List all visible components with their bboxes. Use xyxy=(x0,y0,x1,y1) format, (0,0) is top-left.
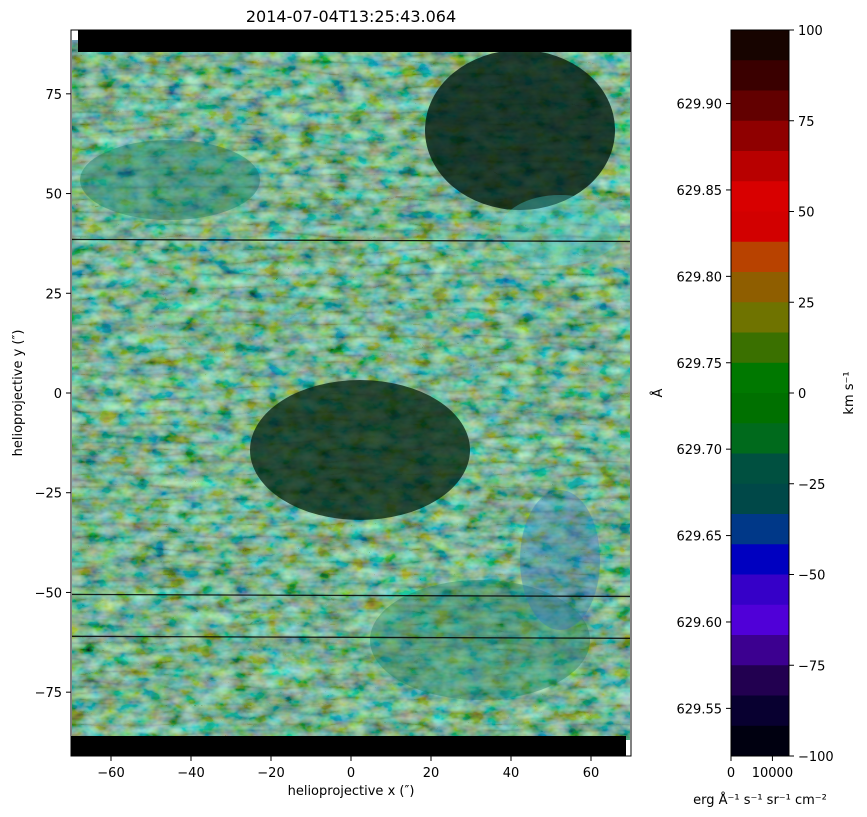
colorbar-bin xyxy=(731,332,789,364)
main-plot: −60 −40 −20 0 20 40 60 75 50 25 0 −25 −50 −75 heliop… xyxy=(11,29,632,799)
chart-title: 2014-07-04T13:25:43.064 xyxy=(246,7,456,26)
wavelength-tick-label: 629.80 xyxy=(677,270,723,285)
y-axis-label: helioprojective y (″) xyxy=(11,330,26,457)
fibril-region xyxy=(520,490,600,630)
x-tick-label: 60 xyxy=(583,766,600,781)
colorbar-bin xyxy=(731,241,789,273)
colorbar-velocity-label: km s⁻¹ xyxy=(842,371,857,414)
wavelength-tick-label: 629.55 xyxy=(677,702,723,717)
intensity-tick-label: 0 xyxy=(727,766,735,781)
x-tick-label: 20 xyxy=(423,766,440,781)
wavelength-tick-label: 629.70 xyxy=(677,443,723,458)
velocity-tick-label: 0 xyxy=(798,387,806,402)
colorbar-bin xyxy=(731,695,789,727)
dark-region xyxy=(425,50,615,210)
wavelength-tick-label: 629.85 xyxy=(677,184,723,199)
dark-row-line xyxy=(71,635,631,639)
velocity-tick-label: −50 xyxy=(798,569,825,584)
wavelength-tick-label: 629.90 xyxy=(677,98,723,113)
colorbar-bin xyxy=(731,60,789,91)
colorbar-wavelength-axis: 629.90 629.85 629.80 629.75 629.70 629.65 629.… xyxy=(677,98,731,717)
x-tick-label: −60 xyxy=(97,766,124,781)
x-tick-label: −20 xyxy=(257,766,284,781)
x-tick-label: 40 xyxy=(503,766,520,781)
intensity-tick-label: 10000 xyxy=(752,766,793,781)
colorbar-bin xyxy=(731,90,789,122)
x-axis: −60 −40 −20 0 20 40 60 xyxy=(97,756,599,781)
colorbar-wavelength-label: Å xyxy=(650,388,666,397)
fibril-region xyxy=(80,140,260,220)
colorbar-bin xyxy=(731,604,789,636)
image-edge-bottom xyxy=(71,736,626,756)
colorbar-bin xyxy=(731,544,789,575)
wavelength-tick-label: 629.60 xyxy=(677,616,723,631)
y-tick-label: 50 xyxy=(45,188,62,203)
colorbar-bin xyxy=(731,635,789,666)
colorbar-bin xyxy=(731,30,789,61)
colorbar-velocity-axis: 100 75 50 25 0 −25 −50 −75 −100 xyxy=(789,24,834,765)
dark-rows xyxy=(71,238,631,639)
y-axis: 75 50 25 0 −25 −50 −75 xyxy=(35,88,71,701)
colorbar: 629.90 629.85 629.80 629.75 629.70 629.65 629.… xyxy=(650,24,857,808)
velocity-tick-label: −100 xyxy=(798,750,834,765)
y-tick-label: 25 xyxy=(45,287,62,302)
y-tick-label: 75 xyxy=(45,88,62,103)
colorbar-bin xyxy=(731,725,789,757)
velocity-tick-label: −75 xyxy=(798,659,825,674)
colorbar-bin xyxy=(731,362,789,394)
colorbar-bin xyxy=(731,423,789,454)
image-edge-top xyxy=(78,30,631,52)
velocity-tick-label: 100 xyxy=(798,24,823,39)
wavelength-tick-label: 629.75 xyxy=(677,357,723,372)
colorbar-bin xyxy=(731,453,789,485)
colorbar-bin xyxy=(731,483,789,515)
colorbar-bin xyxy=(731,272,789,303)
velocity-tick-label: 50 xyxy=(798,206,815,221)
velocity-tick-label: −25 xyxy=(798,478,825,493)
colorbar-bin xyxy=(731,514,789,545)
y-tick-label: −50 xyxy=(35,586,62,601)
y-tick-label: 0 xyxy=(54,387,62,402)
velocity-tick-label: 25 xyxy=(798,296,815,311)
colorbar-bin xyxy=(731,181,789,212)
colorbar-bin xyxy=(731,151,789,182)
colorbar-bin xyxy=(731,574,789,606)
colorbar-bin xyxy=(731,120,789,152)
colorbar-intensity-label: erg Å⁻¹ s⁻¹ sr⁻¹ cm⁻² xyxy=(693,792,827,808)
colorbar-bin xyxy=(731,393,789,424)
velocity-tick-label: 75 xyxy=(798,115,815,130)
fibril-region xyxy=(500,195,620,265)
x-tick-label: 0 xyxy=(347,766,355,781)
dark-region xyxy=(250,380,470,520)
colorbar-bin xyxy=(731,302,789,333)
fibril-region xyxy=(370,580,590,700)
x-tick-label: −40 xyxy=(177,766,204,781)
y-tick-label: −75 xyxy=(35,686,62,701)
colorbar-intensity-axis: 0 10000 xyxy=(727,756,793,781)
colorbar-bin xyxy=(731,665,789,696)
x-axis-label: helioprojective x (″) xyxy=(288,784,415,799)
dark-row-line xyxy=(71,238,631,243)
y-tick-label: −25 xyxy=(35,487,62,502)
dark-row-line xyxy=(71,593,631,598)
colorbar-bin xyxy=(731,211,789,243)
colorbar-bins xyxy=(731,30,789,757)
wavelength-tick-label: 629.65 xyxy=(677,530,723,545)
solar-image xyxy=(71,30,631,756)
